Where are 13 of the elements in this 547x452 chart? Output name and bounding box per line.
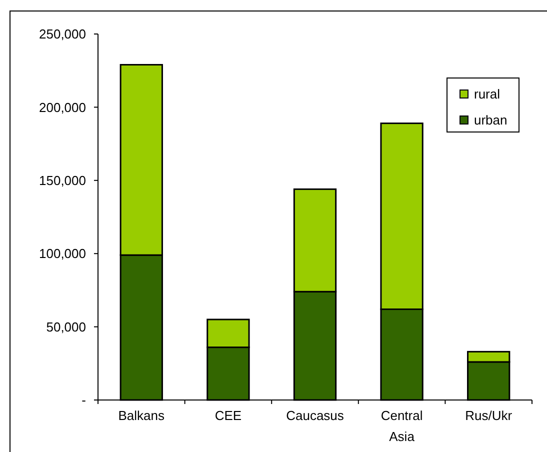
x-tick-label: Caucasus: [286, 408, 344, 423]
y-tick-label: 50,000: [46, 319, 86, 334]
x-tick-label: Central Asia: [380, 408, 423, 444]
y-tick-label: -: [82, 392, 86, 408]
x-tick-label: CEE: [214, 408, 242, 423]
y-tick-label: 200,000: [39, 100, 86, 115]
y-tick-label: 100,000: [39, 246, 86, 262]
legend-label: rural: [474, 86, 500, 102]
x-tick-label: Balkans: [118, 408, 166, 423]
y-tick-label: 150,000: [39, 172, 86, 188]
x-tick-label: Rus/Ukr: [465, 408, 513, 423]
y-tick-label: 250,000: [39, 26, 86, 42]
legend-label: urban: [474, 112, 508, 128]
